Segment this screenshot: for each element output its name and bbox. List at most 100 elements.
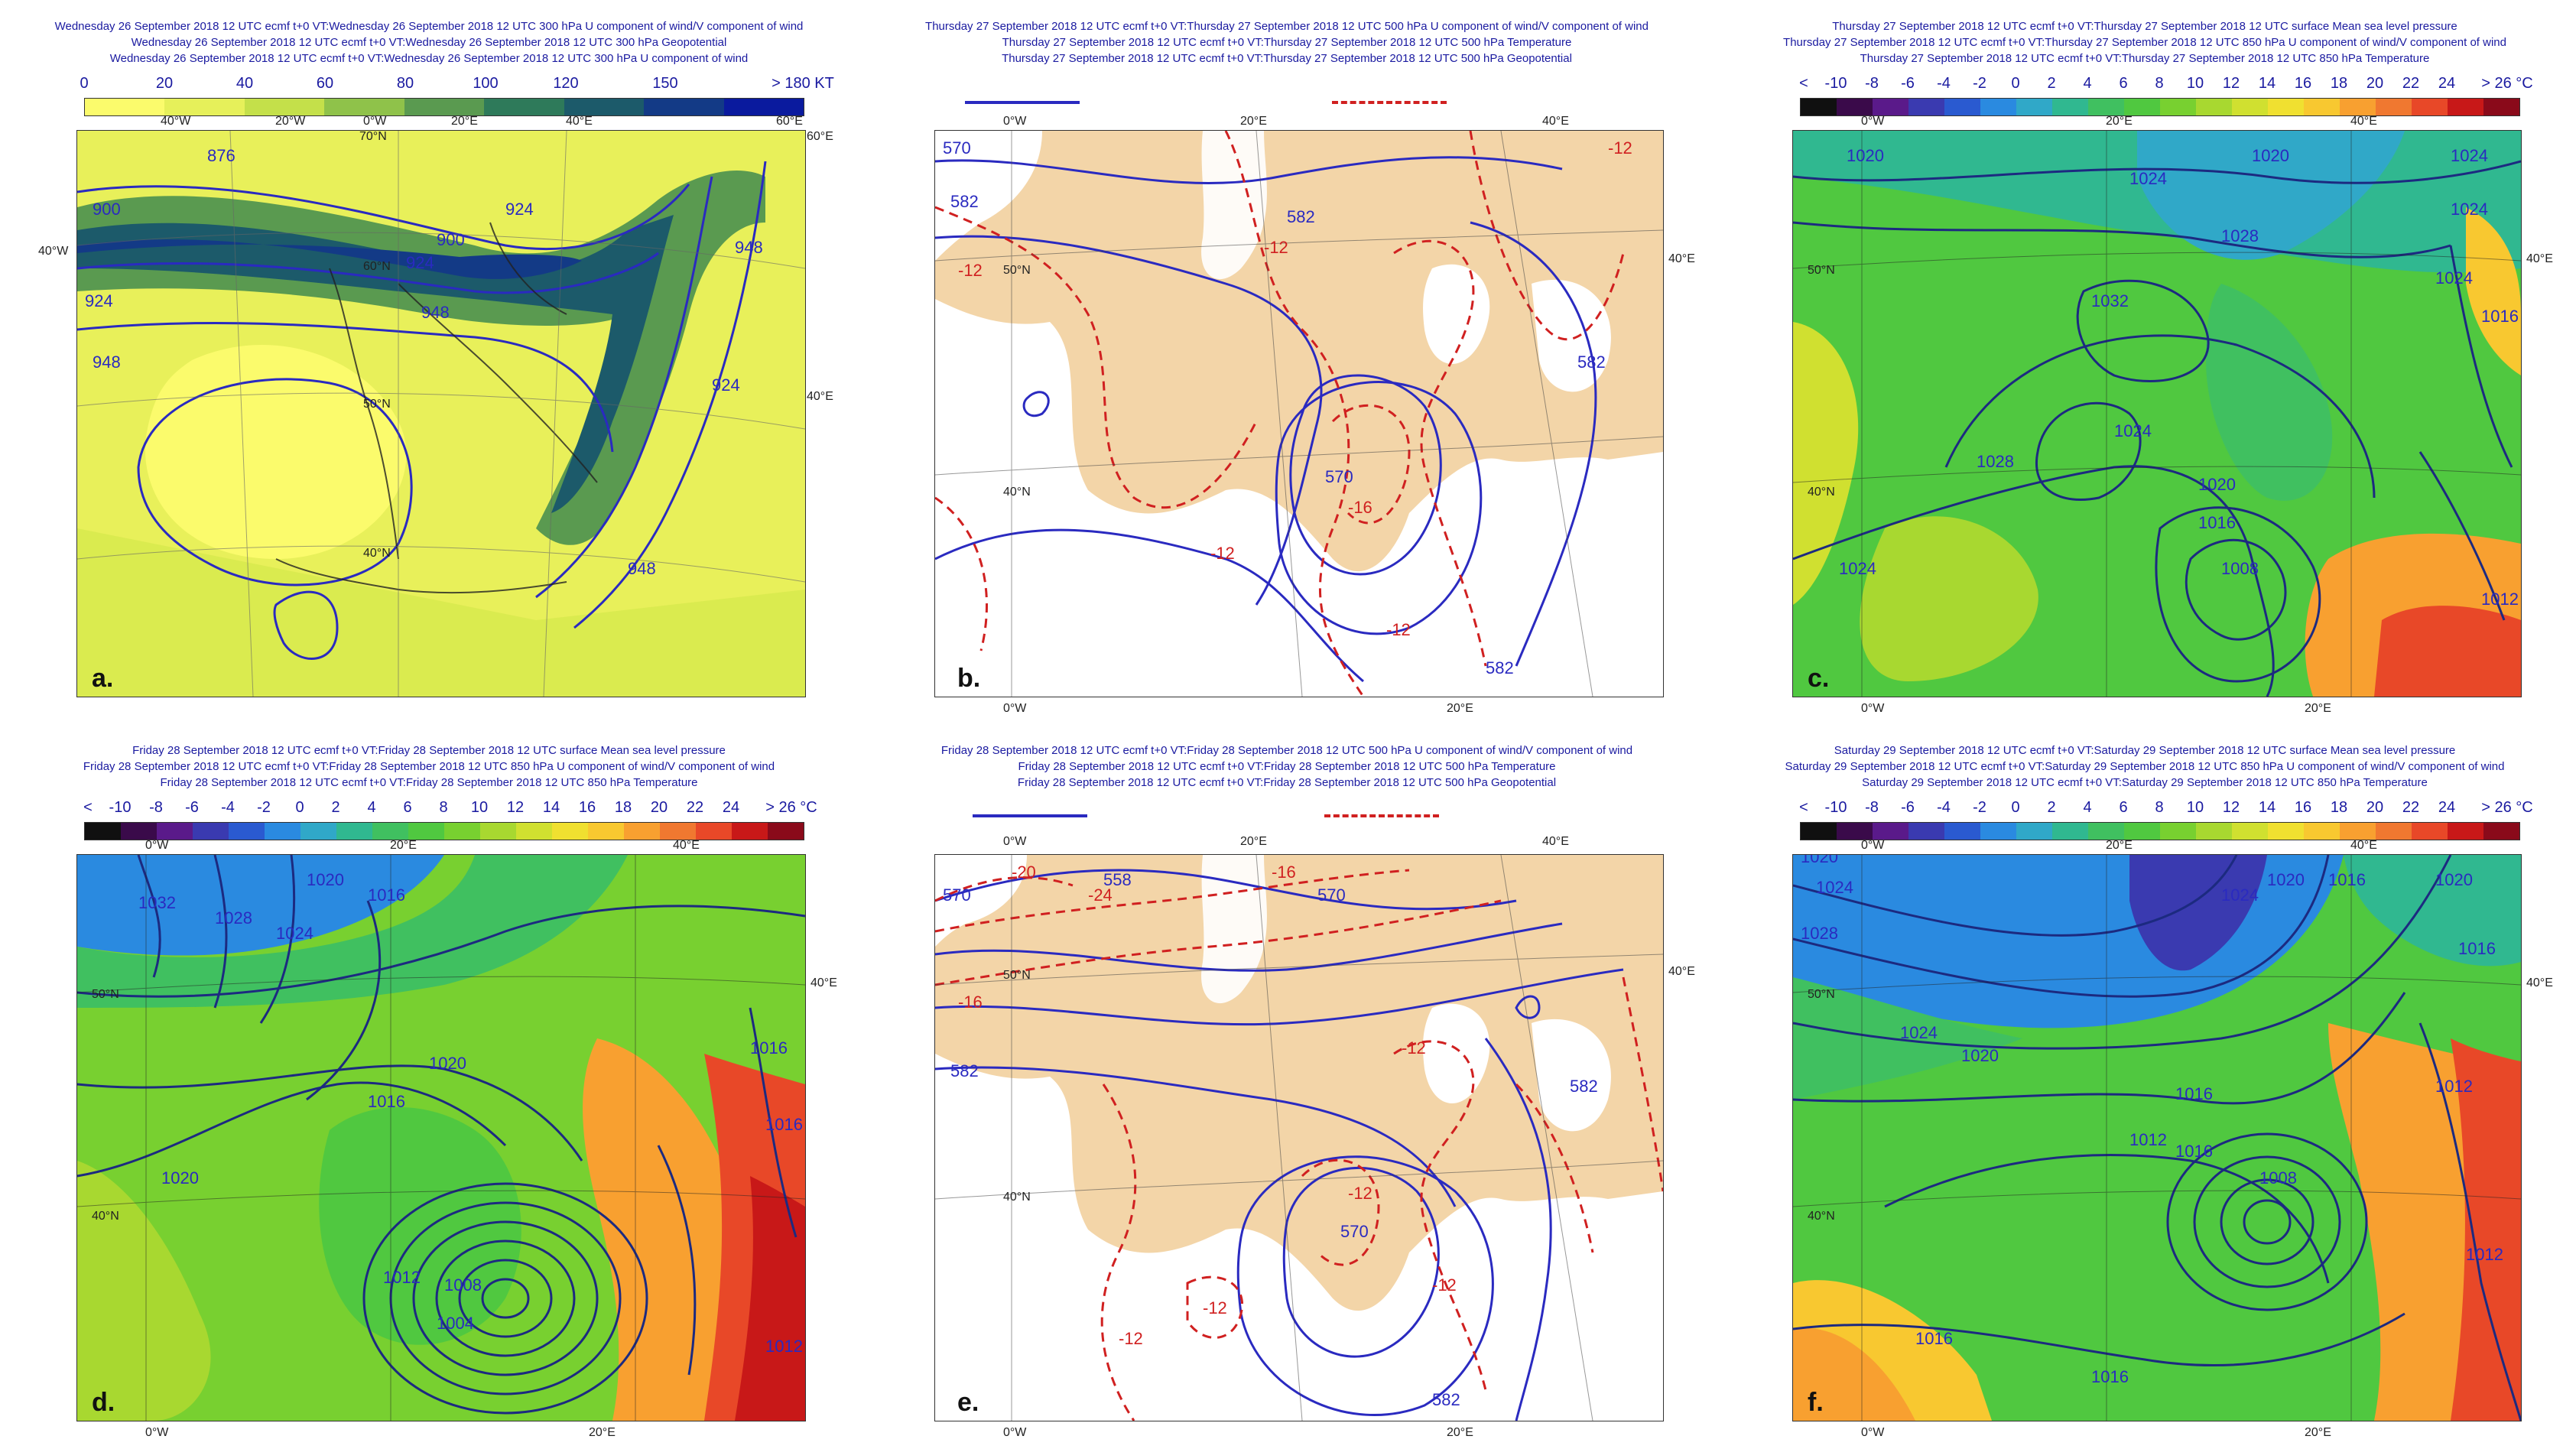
panel-label: b.	[957, 664, 981, 693]
cbar-tick: > 180 KT	[772, 75, 834, 92]
panel-c-title-3: Thursday 27 September 2018 12 UTC ecmf t…	[1860, 52, 2430, 65]
cbar-swatch	[2268, 99, 2304, 115]
panel-d-colorbar-labels: < -10 -8 -6 -4 -2 0 2 4 6 8 10 12 14 16 …	[69, 799, 826, 819]
coord-label: 20°E	[2106, 839, 2133, 852]
coord-label: 20°E	[451, 115, 478, 128]
coord-label: 20°E	[390, 839, 417, 852]
panel-a-colorbar	[84, 98, 804, 116]
coord-label: 20°E	[1447, 702, 1473, 715]
temp-label: -12	[1432, 1275, 1457, 1295]
temp-label: -16	[1272, 863, 1296, 882]
cbar-swatch	[2304, 823, 2340, 840]
temp-label: -12	[1264, 238, 1288, 257]
coord-label: 20°E	[1240, 835, 1267, 848]
panel-d-titles: Friday 28 September 2018 12 UTC ecmf t+0…	[0, 742, 858, 791]
coord-label: 20°E	[1240, 115, 1267, 128]
coord-label: 0°W	[145, 1426, 169, 1439]
cbar-tick: -8	[1865, 75, 1879, 92]
temp-label: -20	[1012, 863, 1036, 882]
cbar-swatch	[1801, 823, 1837, 840]
temp-label: -12	[1119, 1329, 1143, 1348]
cbar-tick: 14	[2258, 75, 2276, 92]
cbar-tick: 20	[2366, 75, 2384, 92]
contour-label: 900	[437, 230, 465, 249]
panel-f-colorbar	[1800, 822, 2520, 840]
cbar-tick: 24	[722, 799, 740, 816]
cbar-swatch	[480, 823, 516, 840]
coord-label: 40°E	[2526, 252, 2553, 265]
coord-label: 20°E	[2305, 702, 2331, 715]
panel-label: f.	[1808, 1388, 1824, 1417]
contour-label: 582	[1287, 207, 1315, 226]
contour-label: 1008	[2259, 1168, 2297, 1187]
cbar-swatch	[2304, 99, 2340, 115]
cbar-swatch	[1873, 823, 1908, 840]
contour-label: 1020	[1847, 146, 1884, 165]
cbar-swatch	[2124, 99, 2160, 115]
panel-e-map: 570 558 570 582 582 570 582 -24 -16 -20 …	[934, 854, 1664, 1421]
contour-label: 876	[207, 146, 236, 165]
cbar-tick: 0	[295, 799, 304, 816]
cbar-swatch	[2016, 99, 2052, 115]
cbar-swatch	[2160, 823, 2196, 840]
coord-label: 40°E	[2526, 976, 2553, 989]
cbar-swatch	[552, 823, 588, 840]
cbar-tick: 6	[403, 799, 412, 816]
cbar-tick: 10	[2186, 799, 2204, 816]
contour-label: 1024	[2129, 169, 2167, 188]
panel-b-map-svg: 570 582 582 570 582 582 -12 -12 -12 -16 …	[935, 131, 1663, 697]
coord-label: 40°E	[2350, 839, 2377, 852]
panel-a-titles: Wednesday 26 September 2018 12 UTC ecmf …	[0, 18, 858, 67]
coord-label: 0°W	[1003, 835, 1027, 848]
cbar-swatch	[2340, 99, 2376, 115]
panel-label: c.	[1808, 664, 1830, 693]
contour-label: 1020	[2198, 475, 2236, 494]
coord-label: 40°N	[1003, 1191, 1031, 1204]
coord-label: 0°W	[1861, 115, 1885, 128]
coord-label: 0°W	[1861, 1426, 1885, 1439]
cbar-swatch	[2052, 99, 2088, 115]
cbar-swatch	[624, 823, 660, 840]
contour-label: 1020	[1801, 855, 1838, 866]
panel-f-map-svg: 1020 1024 1028 1024 1020 1016 1020 1016 …	[1793, 855, 2521, 1421]
panel-c: Thursday 27 September 2018 12 UTC ecmf t…	[1716, 0, 2576, 724]
contour-label: 1012	[2466, 1245, 2503, 1264]
contour-label: 1024	[2451, 200, 2488, 219]
panel-c-title-2: Thursday 27 September 2018 12 UTC ecmf t…	[1783, 36, 2506, 49]
panel-b-map: 570 582 582 570 582 582 -12 -12 -12 -16 …	[934, 130, 1664, 697]
contour-label: 924	[505, 200, 534, 219]
temp-label: -24	[1088, 885, 1113, 905]
cbar-swatch	[2376, 99, 2412, 115]
cbar-tick: 40	[236, 75, 254, 92]
coord-label: 40°E	[2350, 115, 2377, 128]
panel-f-map: 1020 1024 1028 1024 1020 1016 1020 1016 …	[1792, 854, 2522, 1421]
contour-label: 570	[943, 138, 971, 158]
cbar-tick: 120	[553, 75, 579, 92]
cbar-tick: 12	[2222, 799, 2240, 816]
contour-label: 1024	[1816, 878, 1853, 897]
panel-d-colorbar	[84, 822, 804, 840]
panel-f-colorbar-labels: < -10 -8 -6 -4 -2 0 2 4 6 8 10 12 14 16 …	[1785, 799, 2542, 819]
coord-label: 50°N	[1808, 988, 1835, 1001]
coord-label: 20°E	[1447, 1426, 1473, 1439]
contour-label: 948	[735, 238, 763, 257]
cbar-swatch	[2232, 823, 2268, 840]
cbar-swatch	[1944, 823, 1980, 840]
panel-f-title-1: Saturday 29 September 2018 12 UTC ecmf t…	[1834, 744, 2456, 757]
contour-label: 1024	[1900, 1023, 1938, 1042]
cbar-tick: -4	[1937, 75, 1951, 92]
cbar-swatch	[644, 99, 724, 115]
cbar-tick: 10	[470, 799, 489, 816]
cbar-swatch	[2448, 823, 2483, 840]
contour-label: 1012	[765, 1337, 803, 1356]
cbar-tick: 12	[506, 799, 525, 816]
cbar-tick: 22	[2402, 75, 2420, 92]
contour-label: 1020	[429, 1054, 466, 1073]
temp-label: -12	[1210, 544, 1235, 563]
coord-label: 40°N	[363, 547, 391, 560]
contour-label: 1016	[2458, 939, 2496, 958]
panel-d-title-3: Friday 28 September 2018 12 UTC ecmf t+0…	[160, 776, 698, 789]
cbar-swatch	[2124, 823, 2160, 840]
cbar-tick: 4	[2083, 75, 2092, 92]
cbar-tick: <	[83, 799, 93, 816]
